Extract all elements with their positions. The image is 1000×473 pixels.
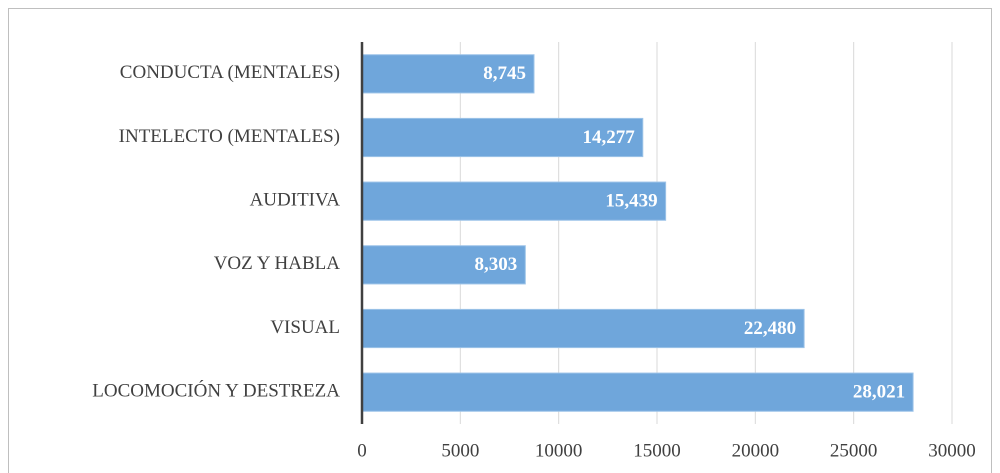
bar — [361, 117, 644, 158]
y-tick-label: VISUAL — [270, 317, 340, 338]
bar — [361, 308, 805, 349]
y-tick-label: VOZ Y HABLA — [214, 253, 341, 274]
value-label: 8,745 — [483, 63, 526, 84]
x-tick-label: 10000 — [535, 440, 583, 461]
bar — [361, 372, 914, 412]
value-label: 15,439 — [605, 191, 657, 212]
value-label: 14,277 — [583, 127, 636, 148]
value-label: 8,303 — [475, 254, 518, 275]
value-label: 22,480 — [744, 318, 796, 339]
y-tick-label: AUDITIVA — [250, 190, 341, 211]
y-tick-label: LOCOMOCIÓN Y DESTREZA — [92, 380, 340, 402]
x-tick-label: 15000 — [633, 440, 681, 461]
y-tick-label: CONDUCTA (MENTALES) — [120, 62, 340, 83]
value-label: 28,021 — [853, 382, 905, 403]
x-tick-label: 25000 — [830, 440, 878, 461]
bar — [361, 54, 535, 94]
x-tick-label: 30000 — [928, 440, 976, 461]
y-tick-label: INTELECTO (MENTALES) — [119, 126, 340, 147]
x-tick-label: 0 — [357, 440, 367, 461]
bar — [361, 245, 526, 285]
x-tick-label: 5000 — [441, 440, 479, 461]
x-tick-label: 20000 — [732, 440, 780, 461]
